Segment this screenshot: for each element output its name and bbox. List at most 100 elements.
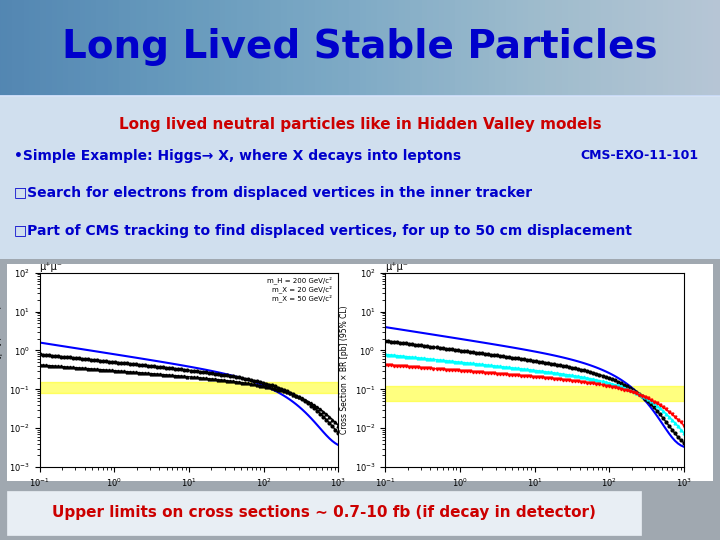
Bar xyxy=(0,96,720,97)
Text: μ⁺μ⁻: μ⁺μ⁻ xyxy=(385,262,408,272)
m_X=50 GeV/c² xyxy=(213,376,222,383)
Bar xyxy=(0,96,720,97)
Bar xyxy=(0,96,720,97)
Text: CMS Preliminary √s=7 TeV L=5.1 fb⁻¹: CMS Preliminary √s=7 TeV L=5.1 fb⁻¹ xyxy=(462,275,618,284)
Bar xyxy=(0,96,720,97)
μ⁺μ⁻ xyxy=(535,349,544,356)
Bar xyxy=(0,96,720,97)
Bar xyxy=(0,96,720,97)
m_X=50 GeV/c² xyxy=(438,345,447,352)
Bar xyxy=(0,96,720,97)
Bar xyxy=(14,268,346,477)
Bar xyxy=(0,96,720,97)
m_X=50 GeV/c² xyxy=(104,367,113,374)
Bar xyxy=(0,96,720,97)
m_X=20 GeV/c² xyxy=(334,430,343,436)
Bar xyxy=(0,96,720,97)
Bar xyxy=(0,96,720,97)
Text: Upper limits on cross sections ∼ 0.7-10 fb (if decay in detector): Upper limits on cross sections ∼ 0.7-10 … xyxy=(52,505,596,521)
Y-axis label: Cross Section × BR [pb] (95% CL): Cross Section × BR [pb] (95% CL) xyxy=(0,306,4,434)
m_X=50 GeV/c² xyxy=(35,362,44,368)
Bar xyxy=(0,96,720,97)
m_X=50 GeV/c² xyxy=(310,402,318,408)
Bar xyxy=(0,95,720,96)
Line: μ⁺μ⁻: μ⁺μ⁻ xyxy=(385,327,684,447)
X-axis label: cτ [cm]: cτ [cm] xyxy=(171,495,207,505)
Bar xyxy=(0,96,720,97)
Bar xyxy=(0,96,720,97)
m_X=50 GeV/c² xyxy=(680,440,688,446)
m_X=350 GeV/c² xyxy=(450,367,459,374)
Bar xyxy=(0,96,720,97)
Bar xyxy=(0,96,720,97)
Bar xyxy=(0,96,720,97)
Bar xyxy=(0,95,720,96)
Bar xyxy=(0,96,720,97)
Bar xyxy=(0,96,720,97)
m_X=50 GeV/c² xyxy=(334,422,343,429)
Bar xyxy=(0,96,720,97)
Bar xyxy=(0,96,720,97)
Bar xyxy=(0,96,720,97)
μ⁺μ⁻ xyxy=(334,442,343,448)
m_X=20 GeV/c² xyxy=(310,405,318,411)
Bar xyxy=(0,95,720,96)
m_X=50 GeV/c² xyxy=(381,338,390,344)
μ⁺μ⁻ xyxy=(665,430,673,436)
Bar xyxy=(0,96,720,97)
Bar xyxy=(0,96,720,97)
Line: μ⁺μ⁻: μ⁺μ⁻ xyxy=(40,342,338,445)
Line: m_X=150 GeV/c²: m_X=150 GeV/c² xyxy=(384,353,685,435)
Bar xyxy=(0,96,720,97)
m_X=20 GeV/c² xyxy=(104,359,113,365)
Bar xyxy=(0,96,720,97)
m_X=350 GeV/c² xyxy=(381,362,390,368)
Bar xyxy=(0,96,720,97)
Bar xyxy=(0,96,720,97)
Text: Long lived neutral particles like in Hidden Valley models: Long lived neutral particles like in Hid… xyxy=(119,117,601,132)
Y-axis label: Cross Section × BR [pb] (95% CL): Cross Section × BR [pb] (95% CL) xyxy=(340,306,349,434)
Bar xyxy=(0,96,720,97)
Bar xyxy=(0,96,720,97)
μ⁺μ⁻ xyxy=(655,417,664,423)
m_X=50 GeV/c² xyxy=(319,408,328,415)
m_X=50 GeV/c² xyxy=(655,411,664,417)
Bar xyxy=(0,96,720,97)
Bar xyxy=(0,96,720,97)
m_X=350 GeV/c² xyxy=(535,374,544,381)
Bar xyxy=(0,96,720,97)
Bar xyxy=(0,96,720,97)
Bar xyxy=(0,96,720,97)
Bar xyxy=(0,96,720,97)
Bar xyxy=(0,96,720,97)
Text: CMS Preliminary √s=7 TeV L=5.1 fb⁻¹: CMS Preliminary √s=7 TeV L=5.1 fb⁻¹ xyxy=(102,275,258,284)
Bar xyxy=(0,96,720,97)
Bar xyxy=(0,96,720,97)
Line: m_X=20 GeV/c²: m_X=20 GeV/c² xyxy=(38,353,340,435)
Bar xyxy=(0,96,720,97)
Bar xyxy=(0,96,720,97)
m_X=350 GeV/c² xyxy=(655,402,664,408)
Bar xyxy=(0,96,720,97)
m_X=350 GeV/c² xyxy=(665,408,673,415)
m_X=150 GeV/c² xyxy=(535,368,544,374)
m_X=350 GeV/c² xyxy=(559,376,567,383)
μ⁺μ⁻ xyxy=(189,364,198,370)
m_X=150 GeV/c² xyxy=(381,351,390,357)
μ⁺μ⁻ xyxy=(213,369,222,375)
Bar xyxy=(0,96,720,97)
m_X=20 GeV/c² xyxy=(213,371,222,377)
Bar xyxy=(0,96,720,97)
Bar xyxy=(0,96,720,97)
Text: μ⁺μ⁻: μ⁺μ⁻ xyxy=(40,262,63,272)
Bar xyxy=(0,96,720,97)
Bar xyxy=(0,96,720,97)
Text: •Simple Example: Higgs→ X, where X decays into leptons: •Simple Example: Higgs→ X, where X decay… xyxy=(14,149,462,163)
Bar xyxy=(0,96,720,97)
m_X=50 GeV/c² xyxy=(450,347,459,353)
Bar xyxy=(0,96,720,97)
Bar xyxy=(0,96,720,97)
Bar xyxy=(0,96,720,97)
m_X=20 GeV/c² xyxy=(35,351,44,357)
Bar xyxy=(0,96,720,97)
